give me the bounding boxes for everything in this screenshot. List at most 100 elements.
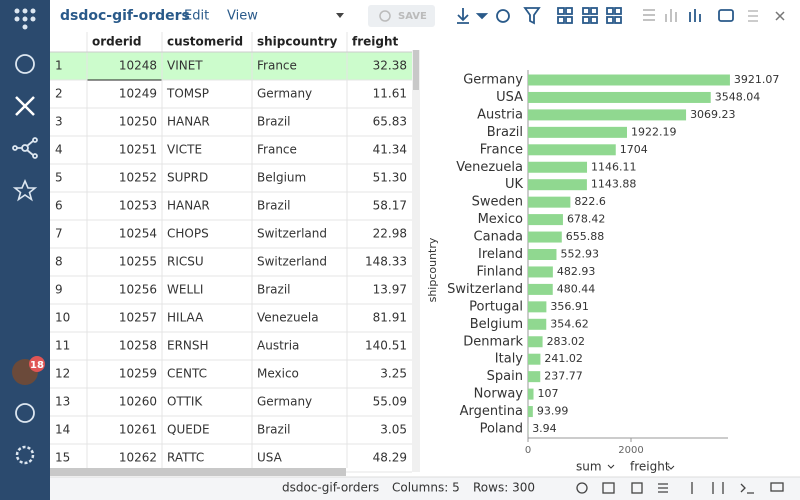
cell: 2 [55,87,63,101]
bar [528,109,687,121]
cell: 8 [55,255,63,269]
network-icon[interactable] [12,137,38,159]
cell: VINET [167,59,203,73]
cell: 10248 [119,59,157,73]
status-name: dsdoc-gif-orders [282,481,379,495]
cell: France [257,59,297,73]
cell: RATTC [167,451,204,465]
cell: 10252 [119,171,157,185]
toolbar-icons-right[interactable] [689,9,734,22]
dropdown-caret[interactable] [336,13,344,18]
bar [528,196,571,208]
cell: 41.34 [373,143,407,157]
badge [29,356,45,372]
bar [528,179,587,191]
help-icon[interactable] [15,403,35,423]
cell: HILAA [167,311,204,325]
cell: 10254 [119,227,157,241]
cell: 10251 [119,143,157,157]
value-label: 107 [538,387,559,400]
value-label: 354.62 [550,317,589,330]
cell: ERNSH [167,339,209,353]
cell: 9 [55,283,63,297]
cell: Brazil [257,199,291,213]
cell: 65.83 [373,115,407,129]
cell: 81.91 [373,311,407,325]
close-icon[interactable] [775,11,785,21]
selected-row [50,52,412,80]
cell: Brazil [257,115,291,129]
value-label: 552.93 [560,248,599,261]
bar [528,353,541,365]
cell: 3.05 [380,423,407,437]
cell: 11.61 [373,87,407,101]
y-axis-label: shipcountry [426,237,439,302]
bar [528,91,711,103]
value-label: 1143.88 [591,178,637,191]
y-tick-label: Portugal [469,299,523,314]
toolbar-icons-disabled [643,9,677,22]
bar [528,231,562,243]
cell: 13.97 [373,283,407,297]
bar [528,318,547,330]
value-label: 3548.04 [715,90,761,103]
cell: 10259 [119,367,157,381]
scrollbar-track [412,50,420,472]
logo [14,8,36,30]
cell: 3 [55,115,63,129]
y-tick-label: USA [496,90,523,105]
sidebar [0,0,50,500]
cell: Brazil [257,423,291,437]
cell: 12 [55,367,70,381]
cell: Venezuela [257,311,319,325]
cell: 10249 [119,87,157,101]
y-tick-label: Spain [487,369,523,384]
y-tick-label: Switzerland [447,282,523,297]
cell: QUEDE [167,423,210,437]
value-label: 480.44 [557,282,596,295]
value-label: 1922.19 [631,125,677,138]
toolbar-icons[interactable] [457,7,622,25]
y-tick-label: Italy [495,352,524,367]
value-label: 822.6 [574,195,606,208]
cell: 11 [55,339,70,353]
y-tick-label: Belgium [470,317,523,332]
status-icons[interactable] [576,482,784,494]
scrollbar-thumb[interactable] [413,50,419,90]
save-label: SAVE [398,11,427,22]
cell: WELLI [167,283,203,297]
cell: 7 [55,227,63,241]
bar [528,126,627,138]
menu-view[interactable]: View [227,9,258,24]
cell: Germany [257,395,312,409]
aggregate-caret [607,464,615,469]
tools-icon[interactable] [15,96,35,116]
cell: OTTIK [167,395,203,409]
y-tick-label: Norway [474,387,524,402]
cell: 58.17 [373,199,407,213]
cell: 32.38 [373,59,407,73]
y-tick-label: Poland [480,422,523,437]
cell: 10262 [119,451,157,465]
favorites-icon[interactable] [12,178,38,202]
settings-icon[interactable] [15,445,35,465]
badge-count: 18 [30,360,44,371]
cell: Austria [257,339,299,353]
cell: RICSU [167,255,204,269]
chart: 0 2000 Germany 3921.07 USA 3548.04 Austria 3069… [426,70,779,474]
cell: Mexico [257,367,299,381]
cell: 10 [55,311,70,325]
menu-icon[interactable] [748,10,758,22]
bar [528,144,616,156]
cell: 51.30 [373,171,407,185]
value-label: 655.88 [566,230,605,243]
cell: 6 [55,199,63,213]
status-columns: Columns: 5 [392,481,460,495]
value-label: 3069.23 [690,108,736,121]
h-scrollbar[interactable] [50,468,346,476]
menu-edit[interactable]: Edit [184,9,209,24]
explore-icon[interactable] [15,54,35,74]
cell: CENTC [167,367,207,381]
